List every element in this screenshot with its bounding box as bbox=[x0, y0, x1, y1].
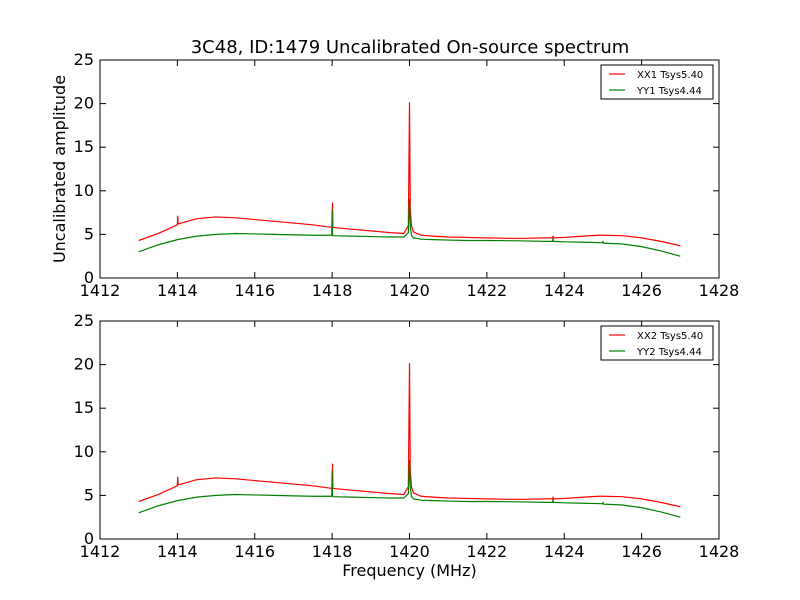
x-tick-label: 1418 bbox=[312, 281, 353, 300]
y-tick-label: 15 bbox=[74, 398, 94, 417]
y-tick-label: 20 bbox=[74, 94, 94, 113]
x-tick-label: 1416 bbox=[234, 281, 275, 300]
y-tick-label: 10 bbox=[74, 181, 94, 200]
y-axis-label: Uncalibrated amplitude bbox=[50, 75, 69, 263]
x-tick-label: 1414 bbox=[157, 542, 198, 561]
x-axis-label: Frequency (MHz) bbox=[342, 561, 476, 580]
x-tick-label: 1420 bbox=[389, 281, 430, 300]
legend-entry: YY2 Tsys4.44 bbox=[636, 347, 702, 358]
x-tick-label: 1428 bbox=[699, 281, 740, 300]
y-tick-label: 15 bbox=[74, 137, 94, 156]
legend-box bbox=[600, 64, 714, 100]
y-tick-label: 0 bbox=[84, 529, 94, 548]
top-panel: 1412 1414 1416 1418 1420 1422 1424 1426 1428 0 5 10… bbox=[50, 50, 739, 300]
bottom-panel: 1412 1414 1416 1418 1420 1422 1424 1426 1428 0 5 10… bbox=[74, 311, 740, 580]
x-tick-label: 1424 bbox=[544, 281, 585, 300]
legend-entry: XX1 Tsys5.40 bbox=[637, 70, 703, 81]
x-tick-label: 1428 bbox=[699, 542, 740, 561]
y-tick-label: 0 bbox=[84, 268, 94, 287]
y-tick-label: 5 bbox=[84, 485, 94, 504]
x-tick-label: 1422 bbox=[467, 281, 508, 300]
series-line-yy1 bbox=[138, 198, 681, 257]
chart-title: 3C48, ID:1479 Uncalibrated On-source spe… bbox=[191, 37, 630, 58]
legend-entry: YY1 Tsys4.44 bbox=[636, 86, 702, 97]
x-tick-label: 1412 bbox=[80, 281, 121, 300]
x-tick-label: 1412 bbox=[80, 542, 121, 561]
x-tick-label: 1414 bbox=[157, 281, 198, 300]
x-tick-label: 1420 bbox=[389, 542, 430, 561]
legend: XX2 Tsys5.40 YY2 Tsys4.44 bbox=[600, 325, 714, 361]
x-tick-label: 1418 bbox=[312, 542, 353, 561]
series-line-yy2 bbox=[138, 459, 681, 518]
y-tick-label: 25 bbox=[74, 311, 94, 330]
x-tick-label: 1416 bbox=[234, 542, 275, 561]
x-tick-label: 1422 bbox=[467, 542, 508, 561]
legend: XX1 Tsys5.40 YY1 Tsys4.44 bbox=[600, 64, 714, 100]
x-tick-label: 1426 bbox=[621, 281, 662, 300]
y-tick-label: 10 bbox=[74, 442, 94, 461]
legend-box bbox=[600, 325, 714, 361]
y-tick-label: 20 bbox=[74, 355, 94, 374]
x-tick-label: 1424 bbox=[544, 542, 585, 561]
y-tick-label: 5 bbox=[84, 224, 94, 243]
x-tick-label: 1426 bbox=[621, 542, 662, 561]
y-tick-label: 25 bbox=[74, 50, 94, 69]
legend-entry: XX2 Tsys5.40 bbox=[637, 331, 703, 342]
